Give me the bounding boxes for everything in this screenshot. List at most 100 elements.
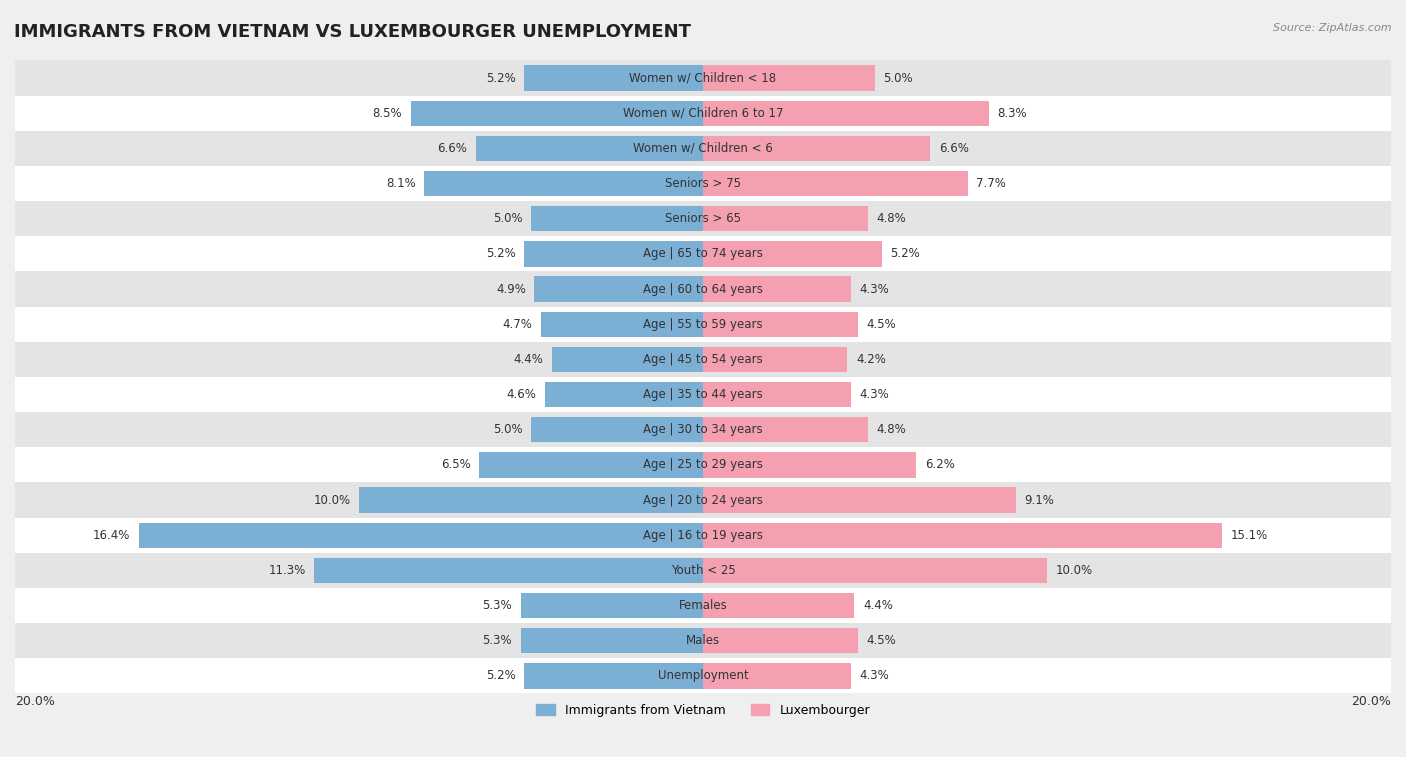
Bar — [531, 206, 703, 232]
Text: 6.6%: 6.6% — [437, 142, 467, 155]
Text: Age | 65 to 74 years: Age | 65 to 74 years — [643, 248, 763, 260]
Bar — [703, 206, 868, 232]
Text: 4.3%: 4.3% — [859, 388, 889, 401]
Text: Age | 35 to 44 years: Age | 35 to 44 years — [643, 388, 763, 401]
Bar — [15, 659, 1391, 693]
Text: Age | 45 to 54 years: Age | 45 to 54 years — [643, 353, 763, 366]
Bar — [551, 347, 703, 372]
Text: 4.9%: 4.9% — [496, 282, 526, 295]
Text: 5.3%: 5.3% — [482, 599, 512, 612]
Text: 6.5%: 6.5% — [441, 459, 471, 472]
Bar — [524, 65, 703, 91]
Bar — [703, 558, 1047, 583]
Bar — [15, 95, 1391, 131]
Bar — [524, 241, 703, 266]
Legend: Immigrants from Vietnam, Luxembourger: Immigrants from Vietnam, Luxembourger — [531, 699, 875, 722]
Text: 5.0%: 5.0% — [492, 212, 523, 225]
Text: Age | 30 to 34 years: Age | 30 to 34 years — [643, 423, 763, 436]
Text: Age | 25 to 29 years: Age | 25 to 29 years — [643, 459, 763, 472]
Text: 5.2%: 5.2% — [485, 71, 516, 85]
Text: 7.7%: 7.7% — [977, 177, 1007, 190]
Text: 9.1%: 9.1% — [1025, 494, 1054, 506]
Text: 6.2%: 6.2% — [925, 459, 955, 472]
Text: 5.2%: 5.2% — [890, 248, 921, 260]
Text: 4.8%: 4.8% — [877, 212, 907, 225]
Bar — [520, 628, 703, 653]
Bar — [703, 488, 1017, 512]
Text: Females: Females — [679, 599, 727, 612]
Bar — [703, 628, 858, 653]
Text: Women w/ Children < 6: Women w/ Children < 6 — [633, 142, 773, 155]
Text: 4.3%: 4.3% — [859, 669, 889, 682]
Bar — [15, 623, 1391, 659]
Text: 16.4%: 16.4% — [93, 528, 131, 542]
Bar — [479, 452, 703, 478]
Text: Unemployment: Unemployment — [658, 669, 748, 682]
Text: 5.3%: 5.3% — [482, 634, 512, 647]
Text: 20.0%: 20.0% — [1351, 694, 1391, 708]
Text: Source: ZipAtlas.com: Source: ZipAtlas.com — [1274, 23, 1392, 33]
Bar — [703, 101, 988, 126]
Bar — [531, 417, 703, 442]
Text: Age | 55 to 59 years: Age | 55 to 59 years — [643, 318, 763, 331]
Bar — [520, 593, 703, 618]
Text: 4.3%: 4.3% — [859, 282, 889, 295]
Text: Age | 20 to 24 years: Age | 20 to 24 years — [643, 494, 763, 506]
Text: 10.0%: 10.0% — [1056, 564, 1092, 577]
Bar — [411, 101, 703, 126]
Bar — [524, 663, 703, 689]
Bar — [703, 312, 858, 337]
Bar — [425, 171, 703, 196]
Text: 4.4%: 4.4% — [513, 353, 543, 366]
Text: Males: Males — [686, 634, 720, 647]
Text: Women w/ Children 6 to 17: Women w/ Children 6 to 17 — [623, 107, 783, 120]
Text: Age | 16 to 19 years: Age | 16 to 19 years — [643, 528, 763, 542]
Text: Youth < 25: Youth < 25 — [671, 564, 735, 577]
Text: 5.2%: 5.2% — [485, 669, 516, 682]
Bar — [15, 588, 1391, 623]
Bar — [703, 65, 875, 91]
Text: 5.0%: 5.0% — [492, 423, 523, 436]
Bar — [541, 312, 703, 337]
Bar — [703, 417, 868, 442]
Bar — [15, 447, 1391, 482]
Text: 8.1%: 8.1% — [387, 177, 416, 190]
Bar — [15, 553, 1391, 588]
Text: 4.7%: 4.7% — [503, 318, 533, 331]
Bar — [15, 482, 1391, 518]
Bar — [703, 382, 851, 407]
Text: Age | 60 to 64 years: Age | 60 to 64 years — [643, 282, 763, 295]
Text: 8.5%: 8.5% — [373, 107, 402, 120]
Bar — [139, 522, 703, 548]
Bar — [703, 593, 855, 618]
Text: 4.4%: 4.4% — [863, 599, 893, 612]
Text: 11.3%: 11.3% — [269, 564, 305, 577]
Text: 10.0%: 10.0% — [314, 494, 350, 506]
Bar — [359, 488, 703, 512]
Bar — [15, 341, 1391, 377]
Bar — [15, 518, 1391, 553]
Bar — [544, 382, 703, 407]
Bar — [703, 136, 929, 161]
Bar — [703, 522, 1222, 548]
Bar — [315, 558, 703, 583]
Bar — [534, 276, 703, 302]
Text: 4.2%: 4.2% — [856, 353, 886, 366]
Bar — [477, 136, 703, 161]
Bar — [15, 166, 1391, 201]
Text: 4.5%: 4.5% — [866, 318, 896, 331]
Bar — [15, 377, 1391, 412]
Bar — [15, 236, 1391, 272]
Text: Women w/ Children < 18: Women w/ Children < 18 — [630, 71, 776, 85]
Text: 4.8%: 4.8% — [877, 423, 907, 436]
Text: 6.6%: 6.6% — [939, 142, 969, 155]
Bar — [15, 61, 1391, 95]
Text: 5.0%: 5.0% — [883, 71, 914, 85]
Bar — [703, 452, 917, 478]
Text: 15.1%: 15.1% — [1232, 528, 1268, 542]
Bar — [703, 241, 882, 266]
Text: 8.3%: 8.3% — [997, 107, 1026, 120]
Text: IMMIGRANTS FROM VIETNAM VS LUXEMBOURGER UNEMPLOYMENT: IMMIGRANTS FROM VIETNAM VS LUXEMBOURGER … — [14, 23, 692, 41]
Bar — [703, 663, 851, 689]
Bar — [703, 171, 967, 196]
